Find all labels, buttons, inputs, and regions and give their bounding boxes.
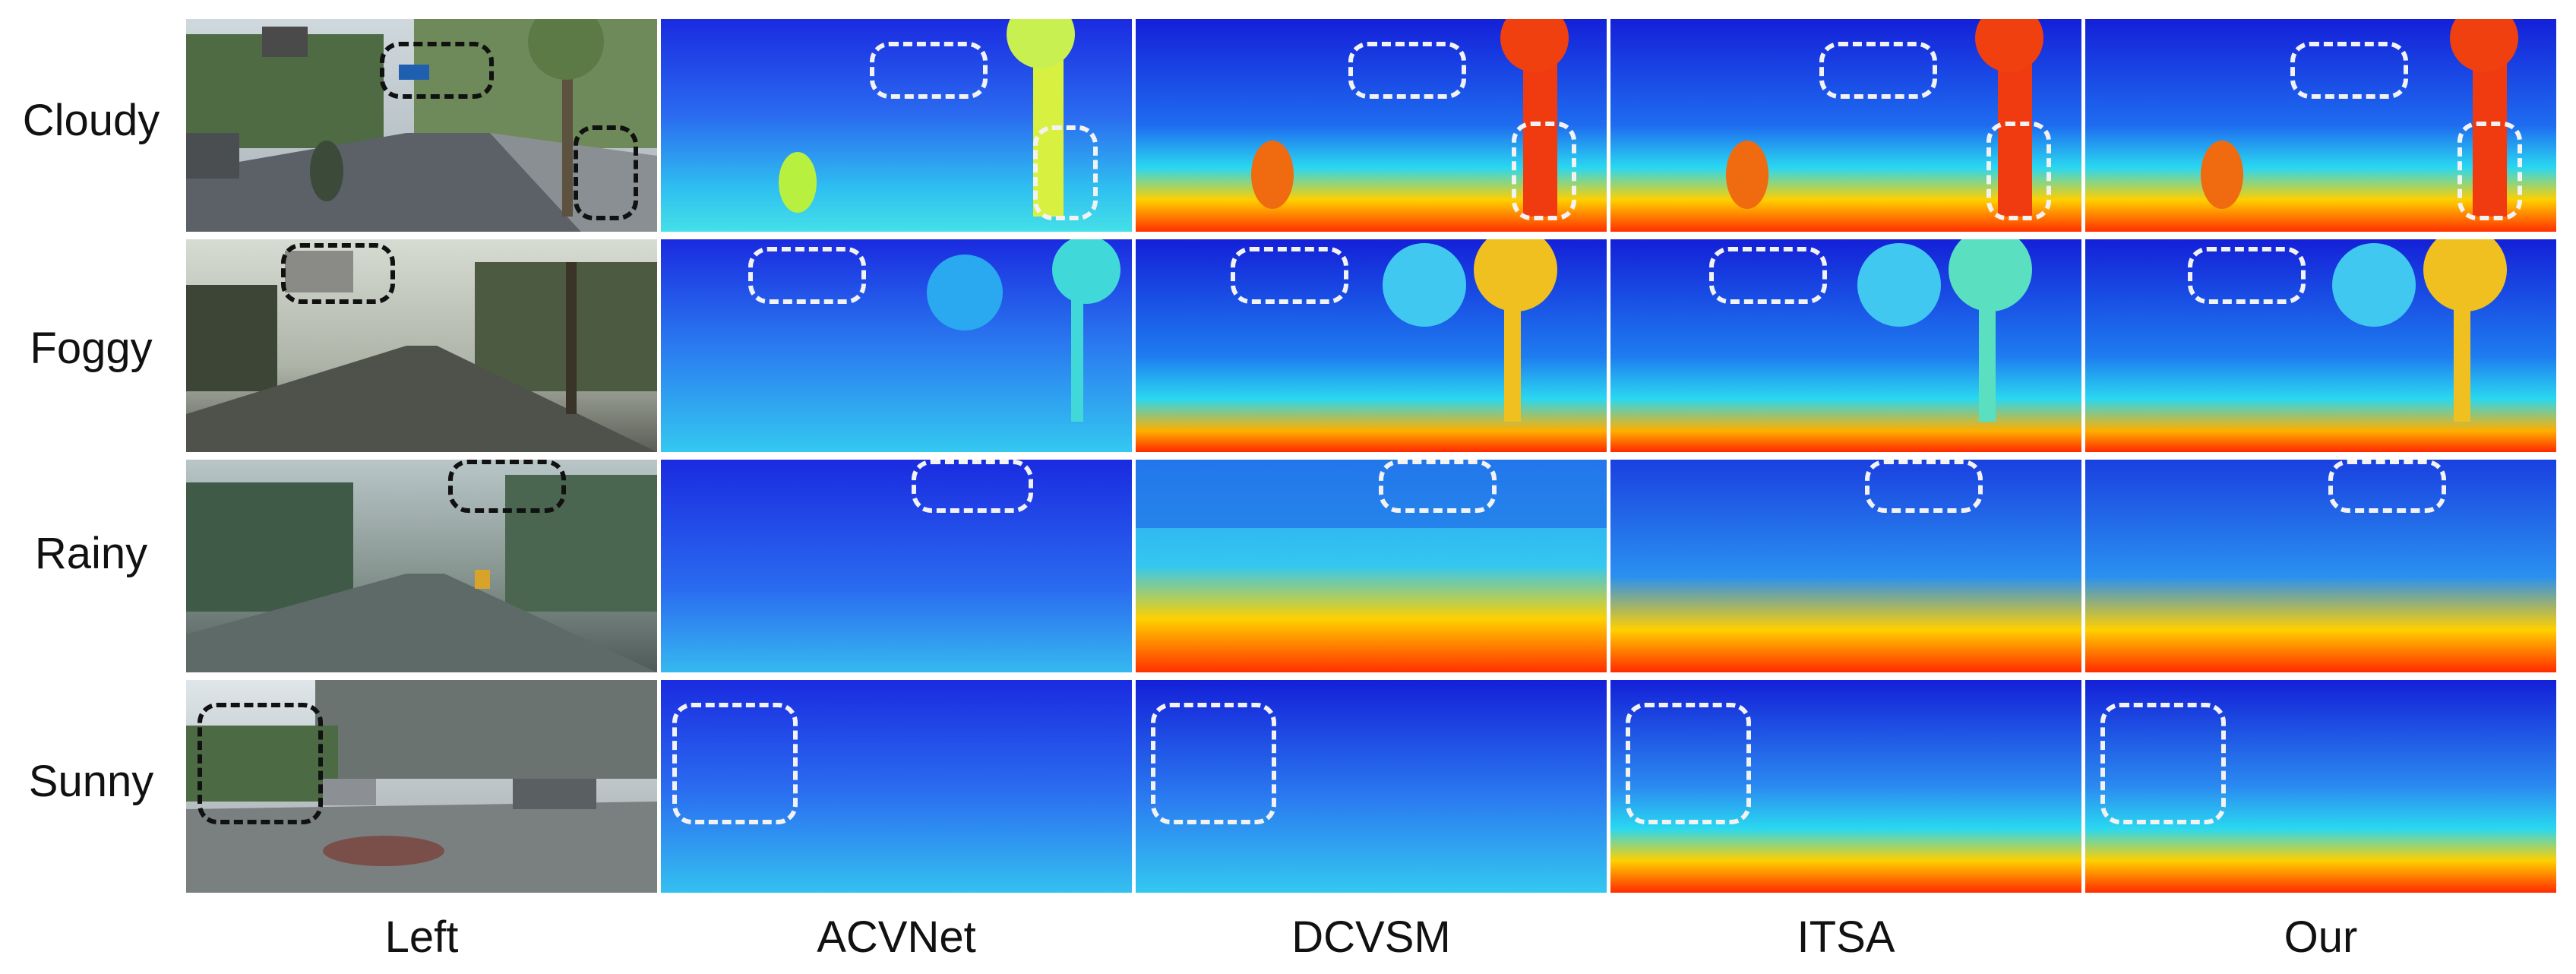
depth-cloudy-dcvsm bbox=[1136, 19, 1607, 232]
depth-sunny-acvnet bbox=[661, 680, 1132, 893]
highlight-box bbox=[2457, 122, 2522, 220]
depth-rainy-itsa bbox=[1610, 460, 2081, 672]
highlight-box bbox=[1865, 460, 1983, 513]
row-label-cloudy: Cloudy bbox=[22, 96, 160, 145]
highlight-box bbox=[1379, 460, 1497, 513]
highlight-box bbox=[1987, 122, 2051, 220]
highlight-box bbox=[1709, 247, 1827, 304]
highlight-box bbox=[748, 247, 866, 304]
image-cloudy-left bbox=[186, 19, 657, 232]
highlight-box bbox=[2100, 703, 2226, 824]
highlight-box bbox=[1151, 703, 1276, 824]
highlight-box bbox=[2290, 42, 2408, 99]
row-label-sunny: Sunny bbox=[28, 757, 154, 806]
highlight-box bbox=[1626, 703, 1751, 824]
highlight-box bbox=[1512, 122, 1576, 220]
highlight-box bbox=[574, 125, 638, 220]
depth-foggy-our bbox=[2085, 239, 2556, 452]
col-label-our: Our bbox=[2284, 912, 2358, 962]
highlight-box bbox=[1819, 42, 1937, 99]
row-label-foggy: Foggy bbox=[30, 324, 153, 373]
image-rainy-left bbox=[186, 460, 657, 672]
depth-sunny-itsa bbox=[1610, 680, 2081, 893]
col-label-itsa: ITSA bbox=[1797, 912, 1895, 962]
depth-cloudy-itsa bbox=[1610, 19, 2081, 232]
highlight-box bbox=[2328, 460, 2446, 513]
depth-sunny-dcvsm bbox=[1136, 680, 1607, 893]
highlight-box bbox=[2188, 247, 2306, 304]
col-label-left: Left bbox=[384, 912, 459, 962]
highlight-box bbox=[448, 460, 566, 513]
image-sunny-left bbox=[186, 680, 657, 893]
highlight-box bbox=[1348, 42, 1466, 99]
depth-sunny-our bbox=[2085, 680, 2556, 893]
col-label-dcvsm: DCVSM bbox=[1291, 912, 1451, 962]
depth-foggy-acvnet bbox=[661, 239, 1132, 452]
highlight-box bbox=[912, 460, 1033, 513]
highlight-box bbox=[672, 703, 798, 824]
depth-foggy-dcvsm bbox=[1136, 239, 1607, 452]
col-label-acvnet: ACVNet bbox=[817, 912, 976, 962]
highlight-box bbox=[870, 42, 988, 99]
highlight-box bbox=[198, 703, 323, 824]
highlight-box bbox=[1033, 125, 1098, 220]
highlight-box bbox=[1231, 247, 1348, 304]
depth-cloudy-acvnet bbox=[661, 19, 1132, 232]
row-label-rainy: Rainy bbox=[34, 529, 148, 578]
highlight-box bbox=[281, 243, 395, 304]
depth-cloudy-our bbox=[2085, 19, 2556, 232]
depth-rainy-our bbox=[2085, 460, 2556, 672]
depth-rainy-dcvsm bbox=[1136, 460, 1607, 672]
image-foggy-left bbox=[186, 239, 657, 452]
highlight-box bbox=[380, 42, 494, 99]
depth-rainy-acvnet bbox=[661, 460, 1132, 672]
depth-foggy-itsa bbox=[1610, 239, 2081, 452]
